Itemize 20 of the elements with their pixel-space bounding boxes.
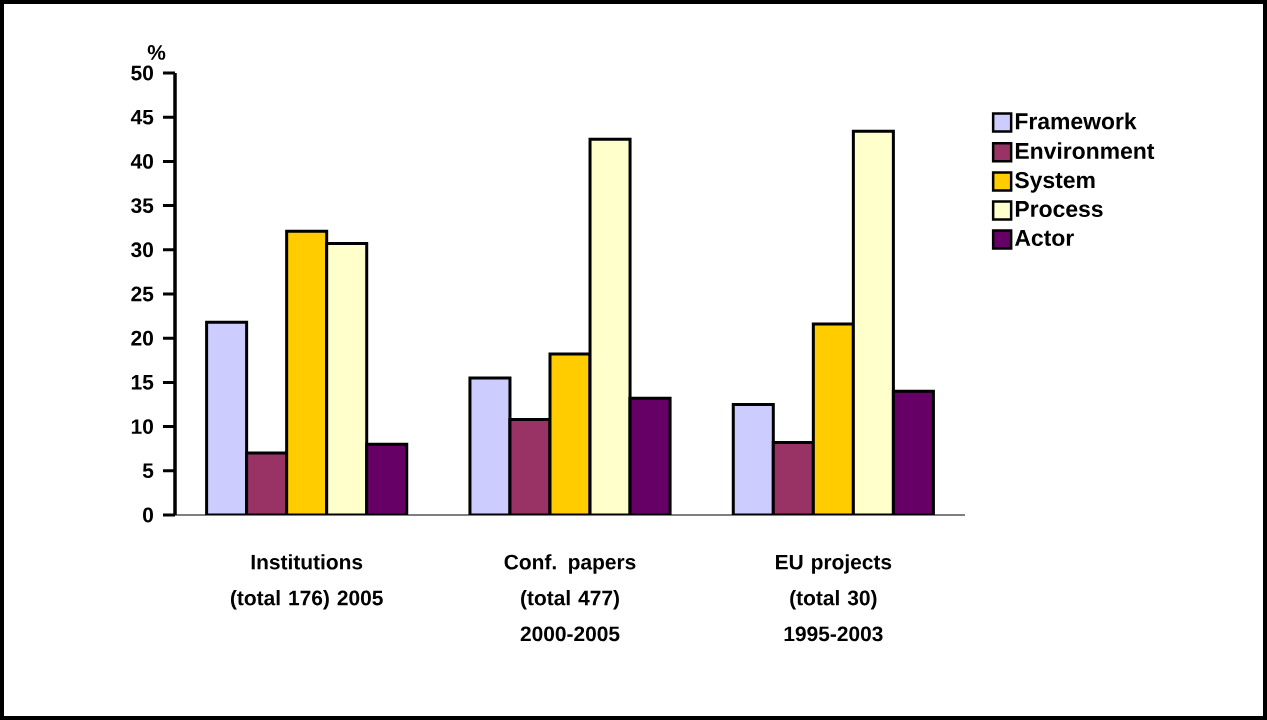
legend-label: Process xyxy=(1015,201,1103,218)
y-tick-label: 45 xyxy=(130,109,154,125)
y-tick-label: 10 xyxy=(131,419,153,434)
y-axis-title: % xyxy=(147,45,166,60)
x-tick-label: EU projects (total 30) 1995-2003 xyxy=(776,554,892,642)
y-tick-label: 20 xyxy=(131,330,153,346)
y-tick-label: 15 xyxy=(131,375,154,390)
legend-label: System xyxy=(1015,171,1095,193)
y-tick-label: 0 xyxy=(143,507,153,523)
y-tick-label: 30 xyxy=(131,242,153,258)
x-tick-label: Institutions (total 176) 2005 xyxy=(230,554,383,610)
y-tick-label: 50 xyxy=(131,65,153,81)
legend-label: Actor xyxy=(1014,229,1074,246)
y-tick-label: 5 xyxy=(142,463,154,479)
y-tick-label: 40 xyxy=(130,153,153,169)
y-tick-label: 25 xyxy=(131,286,154,302)
legend-label: Framework xyxy=(1015,112,1137,130)
legend-label: Environment xyxy=(1015,142,1155,160)
y-tick-label: 35 xyxy=(131,198,154,213)
x-tick-label: Conf. papers (total 477) 2000-2005 xyxy=(504,554,636,642)
